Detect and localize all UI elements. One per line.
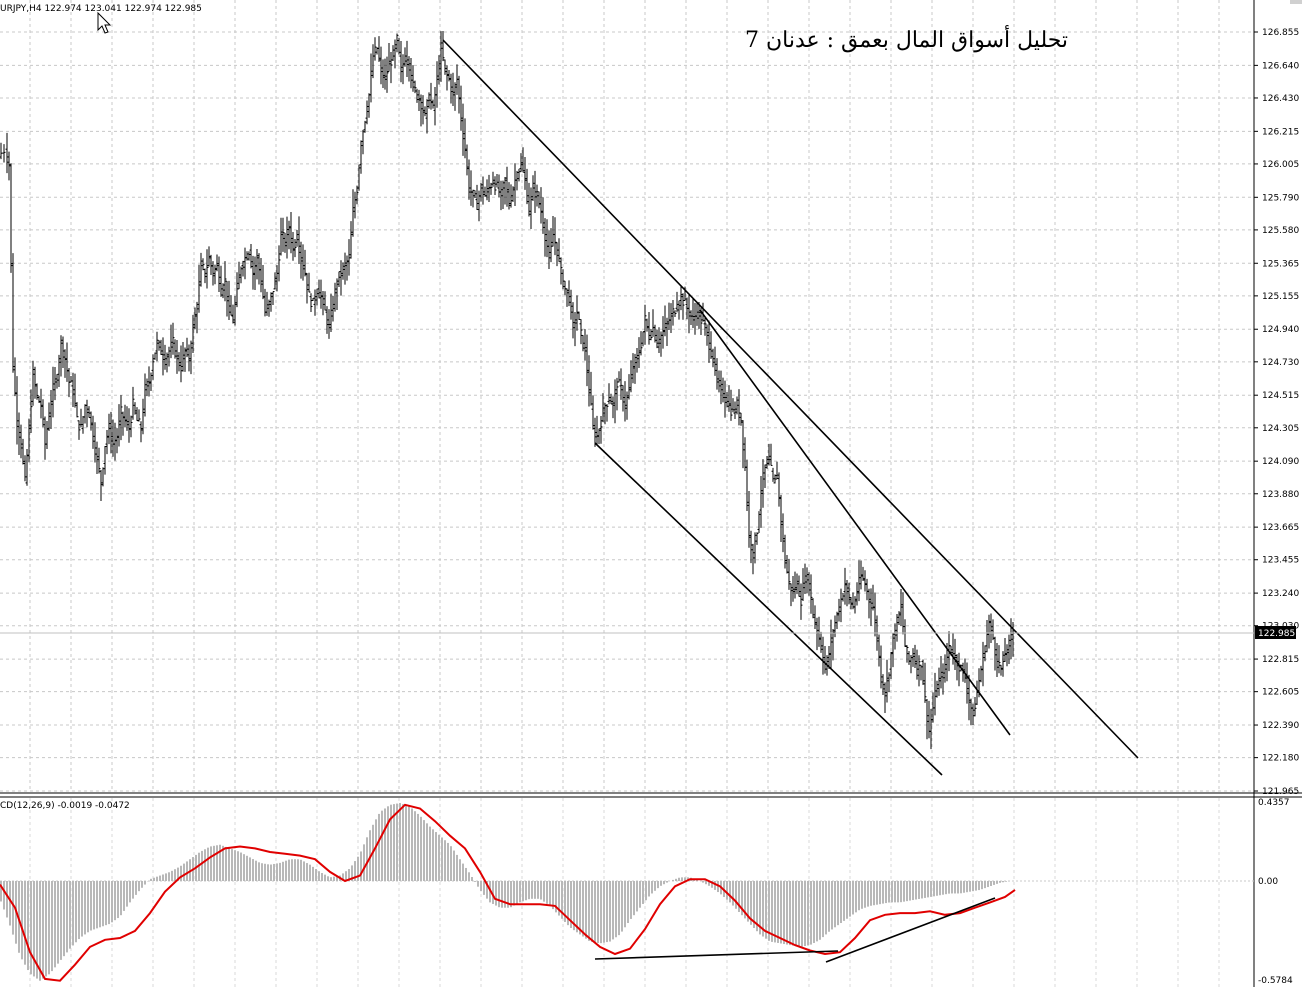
macd-tick-label: 0.00 (1258, 877, 1278, 887)
mouse-cursor-icon (97, 11, 112, 34)
macd-axis-ticks: 0.4357 0.00 -0.5784 (1258, 798, 1293, 986)
price-tick-label: 122.605 (1262, 688, 1299, 698)
price-tick-label: 125.365 (1262, 259, 1299, 269)
current-price-box (1255, 626, 1296, 639)
price-tick-label: 124.730 (1262, 358, 1299, 368)
macd-divergence-line-2[interactable] (825, 897, 996, 963)
price-axis-ticks: 126.855 126.640 126.430 126.215 126.005 125.7… (1254, 28, 1299, 797)
price-series (0, 30, 1015, 750)
price-tick-label: 126.430 (1262, 94, 1299, 104)
price-tick-label: 125.580 (1262, 226, 1299, 236)
price-tick-label: 123.880 (1262, 490, 1299, 500)
channel-lower-trendline[interactable] (594, 442, 943, 776)
chart-title: تحليل أسواق المال بعمق : عدنان 7 (745, 24, 1068, 53)
price-tick-label: 124.940 (1262, 325, 1299, 335)
price-tick-label: 123.665 (1262, 523, 1299, 533)
trend-lines[interactable] (442, 39, 1139, 776)
price-tick-label: 124.305 (1262, 424, 1299, 434)
macd-divergence-line-1[interactable] (594, 950, 839, 960)
price-tick-label: 126.855 (1262, 28, 1299, 38)
macd-tick-label: 0.4357 (1258, 798, 1290, 808)
price-tick-label: 121.965 (1262, 787, 1299, 797)
price-tick-label: 124.090 (1262, 457, 1299, 467)
symbol-info-label: URJPY,H4 122.974 123.041 122.974 122.985 (0, 4, 202, 14)
price-tick-label: 122.180 (1262, 754, 1299, 764)
channel-upper-trendline[interactable] (442, 39, 1139, 759)
price-tick-label: 124.515 (1262, 391, 1299, 401)
macd-tick-label: -0.5784 (1258, 976, 1293, 986)
price-tick-label: 126.215 (1262, 127, 1299, 137)
price-tick-label: 122.815 (1262, 655, 1299, 665)
price-tick-label: 126.640 (1262, 61, 1299, 71)
price-tick-label: 126.005 (1262, 160, 1299, 170)
main-grid (0, 0, 1254, 792)
price-tick-label: 123.240 (1262, 589, 1299, 599)
macd-indicator-label: CD(12,26,9) -0.0019 -0.0472 (0, 801, 130, 811)
price-tick-label: 122.390 (1262, 721, 1299, 731)
macd-signal-line (0, 803, 1016, 982)
scroll-marker (1290, 0, 1302, 4)
inner-trendline[interactable] (699, 309, 1011, 736)
price-tick-label: 125.790 (1262, 193, 1299, 203)
macd-trend-lines[interactable] (594, 897, 996, 963)
current-price-label: 122.985 (1258, 629, 1295, 639)
price-tick-label: 123.455 (1262, 556, 1299, 566)
price-tick-label: 125.155 (1262, 292, 1299, 302)
